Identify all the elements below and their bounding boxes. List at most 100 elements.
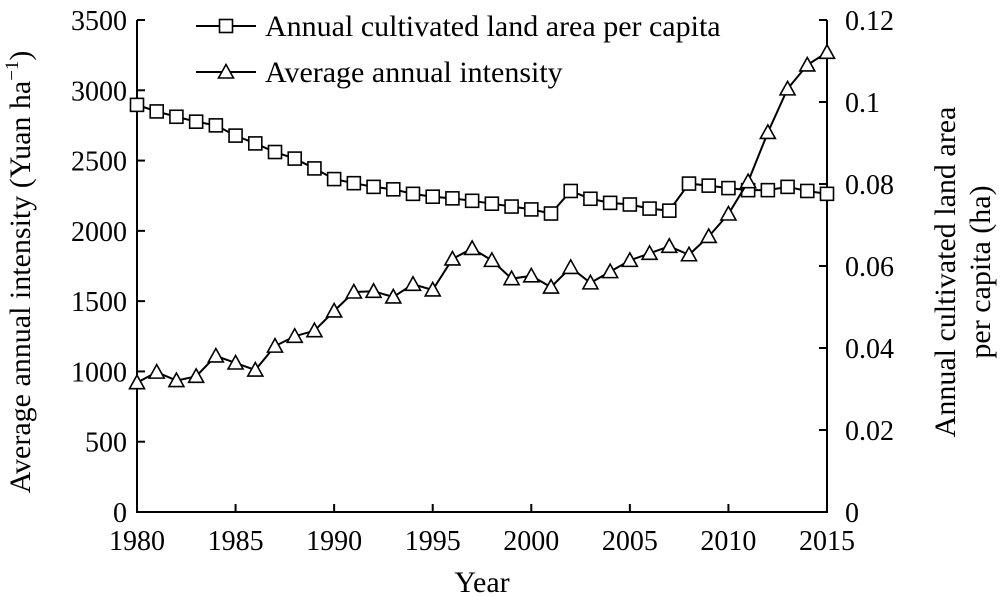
y-left-tick-label: 3500 bbox=[71, 6, 127, 37]
series-intensity bbox=[128, 43, 836, 390]
data-point-square bbox=[326, 171, 342, 187]
data-point-triangle bbox=[305, 321, 324, 338]
legend-label: Average annual intensity bbox=[265, 56, 563, 89]
series-line-square bbox=[136, 103, 828, 215]
data-point-triangle bbox=[147, 362, 166, 379]
data-point-triangle bbox=[325, 301, 344, 318]
data-point-square bbox=[307, 161, 322, 176]
data-point-triangle bbox=[719, 204, 738, 221]
plot-frame bbox=[136, 20, 828, 513]
data-point-square bbox=[149, 104, 165, 119]
data-point-triangle bbox=[758, 123, 777, 140]
data-point-square bbox=[583, 191, 598, 207]
x-tick-label: 2010 bbox=[700, 526, 756, 557]
data-point-square bbox=[445, 191, 460, 206]
data-point-triangle bbox=[187, 367, 206, 384]
data-point-triangle bbox=[778, 79, 797, 96]
data-point-triangle bbox=[680, 245, 698, 262]
y-left-axis-title: Average annual intensity (Yuan ha−1) bbox=[2, 51, 37, 494]
data-point-square bbox=[267, 144, 283, 160]
y-left-tick-label: 0 bbox=[113, 498, 127, 529]
data-point-triangle bbox=[522, 266, 541, 283]
legend-marker-square bbox=[218, 18, 234, 34]
data-point-square bbox=[819, 186, 835, 202]
data-point-square bbox=[188, 114, 204, 129]
data-point-square bbox=[543, 206, 559, 221]
data-point-triangle bbox=[364, 282, 383, 299]
y-left-axis-title-main: Average annual intensity (Yuan ha bbox=[4, 81, 37, 494]
data-point-triangle bbox=[542, 277, 560, 294]
y-left-tick-label: 1500 bbox=[71, 287, 127, 318]
x-tick-label: 2015 bbox=[799, 526, 855, 557]
x-tick-label: 2005 bbox=[602, 526, 658, 557]
data-point-triangle bbox=[818, 43, 836, 60]
y-left-tick-label: 500 bbox=[85, 428, 127, 459]
data-point-square bbox=[228, 128, 243, 143]
data-point-square bbox=[169, 109, 184, 125]
data-point-square bbox=[523, 202, 539, 217]
data-point-triangle bbox=[404, 275, 422, 292]
data-point-triangle bbox=[739, 172, 758, 189]
data-point-triangle bbox=[206, 346, 225, 363]
legend-item: Average annual intensity bbox=[196, 56, 563, 89]
y-left-axis-title-superscript: −1 bbox=[2, 61, 23, 81]
data-point-square bbox=[504, 199, 519, 214]
data-point-triangle bbox=[561, 258, 580, 275]
x-axis-title: Year bbox=[454, 566, 509, 597]
legend-marker-triangle bbox=[217, 62, 235, 79]
data-point-triangle bbox=[384, 287, 403, 304]
data-point-square bbox=[681, 176, 697, 191]
data-point-square bbox=[385, 182, 401, 197]
legend: Annual cultivated land area per capita Av… bbox=[196, 10, 721, 89]
data-point-triangle bbox=[482, 251, 501, 268]
data-point-square bbox=[366, 179, 381, 195]
data-point-triangle bbox=[266, 336, 284, 353]
data-point-square bbox=[701, 178, 717, 193]
y-right-tick-label: 0.04 bbox=[845, 334, 894, 365]
y-right-tick-label: 0.12 bbox=[845, 6, 894, 37]
y-right-axis-title-line-2: per capita (ha) bbox=[964, 185, 997, 358]
data-point-square bbox=[721, 180, 736, 196]
data-point-square bbox=[799, 183, 815, 199]
data-point-triangle bbox=[246, 360, 265, 377]
data-point-triangle bbox=[344, 282, 363, 299]
data-point-triangle bbox=[581, 273, 600, 290]
series-land-area bbox=[129, 97, 835, 221]
y-left-axis-title-close: ) bbox=[4, 51, 37, 61]
data-point-triangle bbox=[285, 327, 304, 344]
data-point-triangle bbox=[443, 249, 462, 266]
data-point-square bbox=[602, 195, 618, 211]
series-layer bbox=[128, 43, 836, 390]
data-point-triangle bbox=[167, 371, 186, 388]
data-point-triangle bbox=[423, 280, 442, 297]
x-tick-label: 2000 bbox=[503, 526, 559, 557]
data-point-square bbox=[760, 182, 776, 198]
data-point-triangle bbox=[798, 55, 817, 72]
data-point-square bbox=[780, 179, 795, 195]
y-right-tick-label: 0.08 bbox=[845, 170, 894, 201]
data-point-square bbox=[563, 183, 579, 199]
y-right-tick-label: 0.1 bbox=[845, 88, 880, 119]
data-point-square bbox=[642, 201, 657, 216]
x-tick-label: 1980 bbox=[109, 526, 165, 557]
y-right-tick-label: 0.02 bbox=[845, 416, 894, 447]
y-left-tick-label: 2500 bbox=[71, 147, 127, 178]
data-point-triangle bbox=[601, 262, 620, 279]
data-point-square bbox=[287, 151, 303, 166]
data-point-triangle bbox=[640, 244, 659, 261]
axes: 1980 1985 1990 1995 2000 2005 2010 201505001000… bbox=[2, 6, 997, 597]
data-point-square bbox=[405, 186, 421, 202]
data-point-triangle bbox=[128, 373, 146, 390]
y-left-tick-label: 3000 bbox=[71, 76, 127, 107]
data-point-square bbox=[661, 203, 677, 218]
data-point-square bbox=[484, 196, 500, 211]
data-point-square bbox=[464, 193, 480, 209]
x-tick-label: 1985 bbox=[208, 526, 264, 557]
y-right-axis-title-line-1: Annual cultivated land area bbox=[929, 107, 962, 438]
data-point-triangle bbox=[463, 239, 482, 256]
legend-item: Annual cultivated land area per capita bbox=[196, 10, 721, 43]
data-point-square bbox=[208, 118, 224, 133]
y-right-tick-label: 0 bbox=[845, 498, 859, 529]
data-point-triangle bbox=[502, 269, 521, 286]
